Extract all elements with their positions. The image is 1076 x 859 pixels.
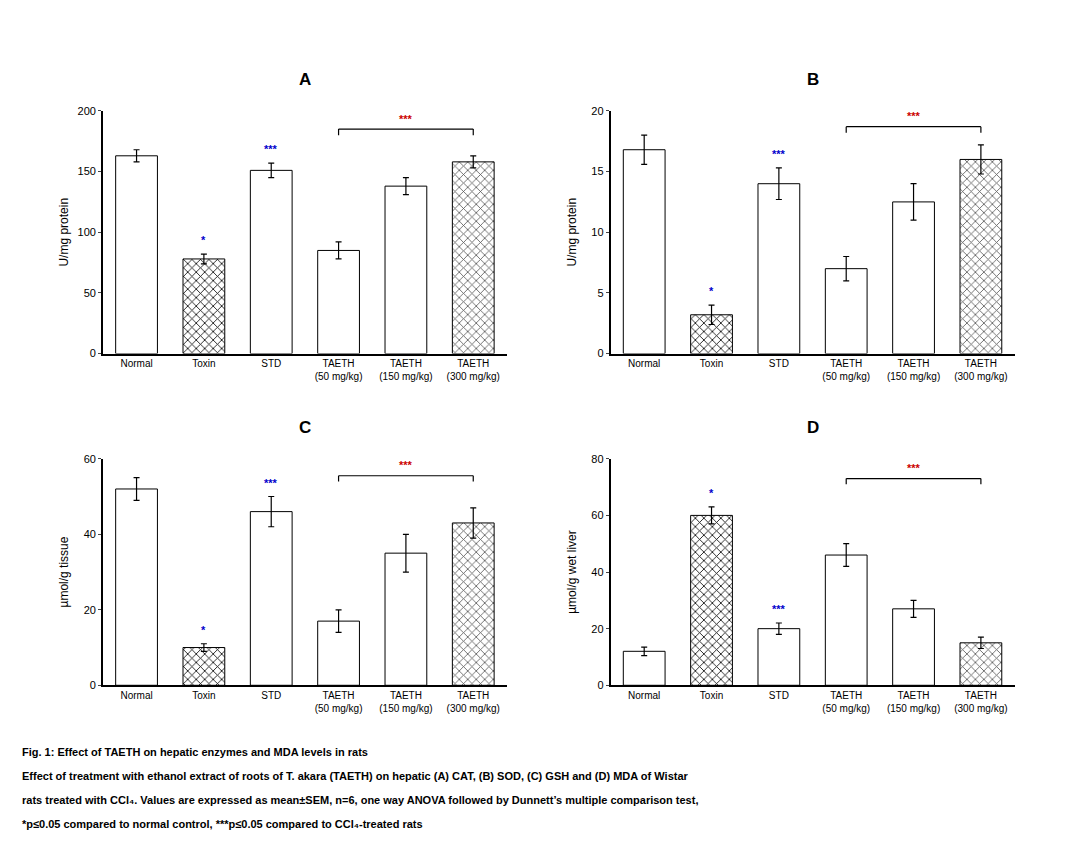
svg-text:Toxin: Toxin: [700, 690, 723, 701]
svg-text:0: 0: [597, 679, 603, 691]
svg-text:STD: STD: [261, 358, 281, 369]
svg-text:µmol/g tissue: µmol/g tissue: [57, 536, 71, 607]
svg-text:A: A: [299, 70, 311, 89]
svg-text:200: 200: [78, 105, 96, 117]
svg-text:C: C: [299, 418, 311, 437]
svg-text:TAETH(150 mg/kg): TAETH(150 mg/kg): [887, 690, 940, 714]
svg-text:TAETH(150 mg/kg): TAETH(150 mg/kg): [887, 358, 940, 382]
svg-text:20: 20: [591, 623, 603, 635]
svg-text:Normal: Normal: [628, 690, 660, 701]
svg-text:TAETH(300 mg/kg): TAETH(300 mg/kg): [954, 358, 1007, 382]
svg-text:***: ***: [907, 462, 921, 474]
svg-text:TAETH(50 mg/kg): TAETH(50 mg/kg): [315, 690, 363, 714]
svg-text:40: 40: [591, 566, 603, 578]
svg-text:TAETH(300 mg/kg): TAETH(300 mg/kg): [447, 358, 500, 382]
svg-text:*: *: [709, 285, 714, 297]
svg-text:Fig. 1: Effect of TAETH on hep: Fig. 1: Effect of TAETH on hepatic enzym…: [22, 746, 368, 758]
svg-text:60: 60: [84, 453, 96, 465]
svg-text:*: *: [201, 234, 206, 246]
svg-text:10: 10: [591, 226, 603, 238]
svg-text:40: 40: [84, 528, 96, 540]
svg-text:Normal: Normal: [628, 358, 660, 369]
svg-text:B: B: [807, 70, 819, 89]
svg-text:TAETH(300 mg/kg): TAETH(300 mg/kg): [447, 690, 500, 714]
svg-text:*p≤0.05 compared to normal con: *p≤0.05 compared to normal control, ***p…: [22, 818, 423, 830]
svg-text:TAETH(50 mg/kg): TAETH(50 mg/kg): [822, 690, 870, 714]
svg-text:0: 0: [90, 679, 96, 691]
svg-text:TAETH(300 mg/kg): TAETH(300 mg/kg): [954, 690, 1007, 714]
svg-text:20: 20: [591, 105, 603, 117]
svg-text:15: 15: [591, 165, 603, 177]
svg-text:U/mg protein: U/mg protein: [565, 198, 579, 267]
svg-text:***: ***: [264, 143, 278, 155]
svg-text:***: ***: [772, 603, 786, 615]
svg-text:TAETH(150 mg/kg): TAETH(150 mg/kg): [379, 358, 432, 382]
svg-text:Toxin: Toxin: [192, 358, 215, 369]
svg-text:0: 0: [597, 347, 603, 359]
svg-text:Toxin: Toxin: [700, 358, 723, 369]
svg-text:100: 100: [78, 226, 96, 238]
svg-text:***: ***: [264, 477, 278, 489]
svg-text:5: 5: [597, 287, 603, 299]
svg-text:STD: STD: [261, 690, 281, 701]
svg-text:***: ***: [772, 148, 786, 160]
svg-text:µmol/g wet liver: µmol/g wet liver: [565, 530, 579, 614]
svg-text:TAETH(50 mg/kg): TAETH(50 mg/kg): [315, 358, 363, 382]
svg-text:TAETH(50 mg/kg): TAETH(50 mg/kg): [822, 358, 870, 382]
svg-text:0: 0: [90, 347, 96, 359]
svg-text:TAETH(150 mg/kg): TAETH(150 mg/kg): [379, 690, 432, 714]
svg-text:***: ***: [907, 110, 921, 122]
svg-text:U/mg protein: U/mg protein: [57, 198, 71, 267]
svg-text:STD: STD: [769, 358, 789, 369]
svg-text:150: 150: [78, 165, 96, 177]
svg-text:50: 50: [84, 287, 96, 299]
svg-text:20: 20: [84, 604, 96, 616]
svg-text:*: *: [201, 624, 206, 636]
svg-text:60: 60: [591, 509, 603, 521]
svg-text:Normal: Normal: [120, 690, 152, 701]
svg-text:***: ***: [399, 113, 413, 125]
svg-text:*: *: [709, 487, 714, 499]
svg-text:STD: STD: [769, 690, 789, 701]
svg-text:***: ***: [399, 459, 413, 471]
svg-text:rats treated with CCl₄. Values: rats treated with CCl₄. Values are expre…: [22, 794, 698, 806]
svg-text:Effect of treatment with ethan: Effect of treatment with ethanol extract…: [22, 770, 689, 782]
svg-text:80: 80: [591, 453, 603, 465]
svg-text:D: D: [807, 418, 819, 437]
svg-text:Normal: Normal: [120, 358, 152, 369]
svg-text:Toxin: Toxin: [192, 690, 215, 701]
